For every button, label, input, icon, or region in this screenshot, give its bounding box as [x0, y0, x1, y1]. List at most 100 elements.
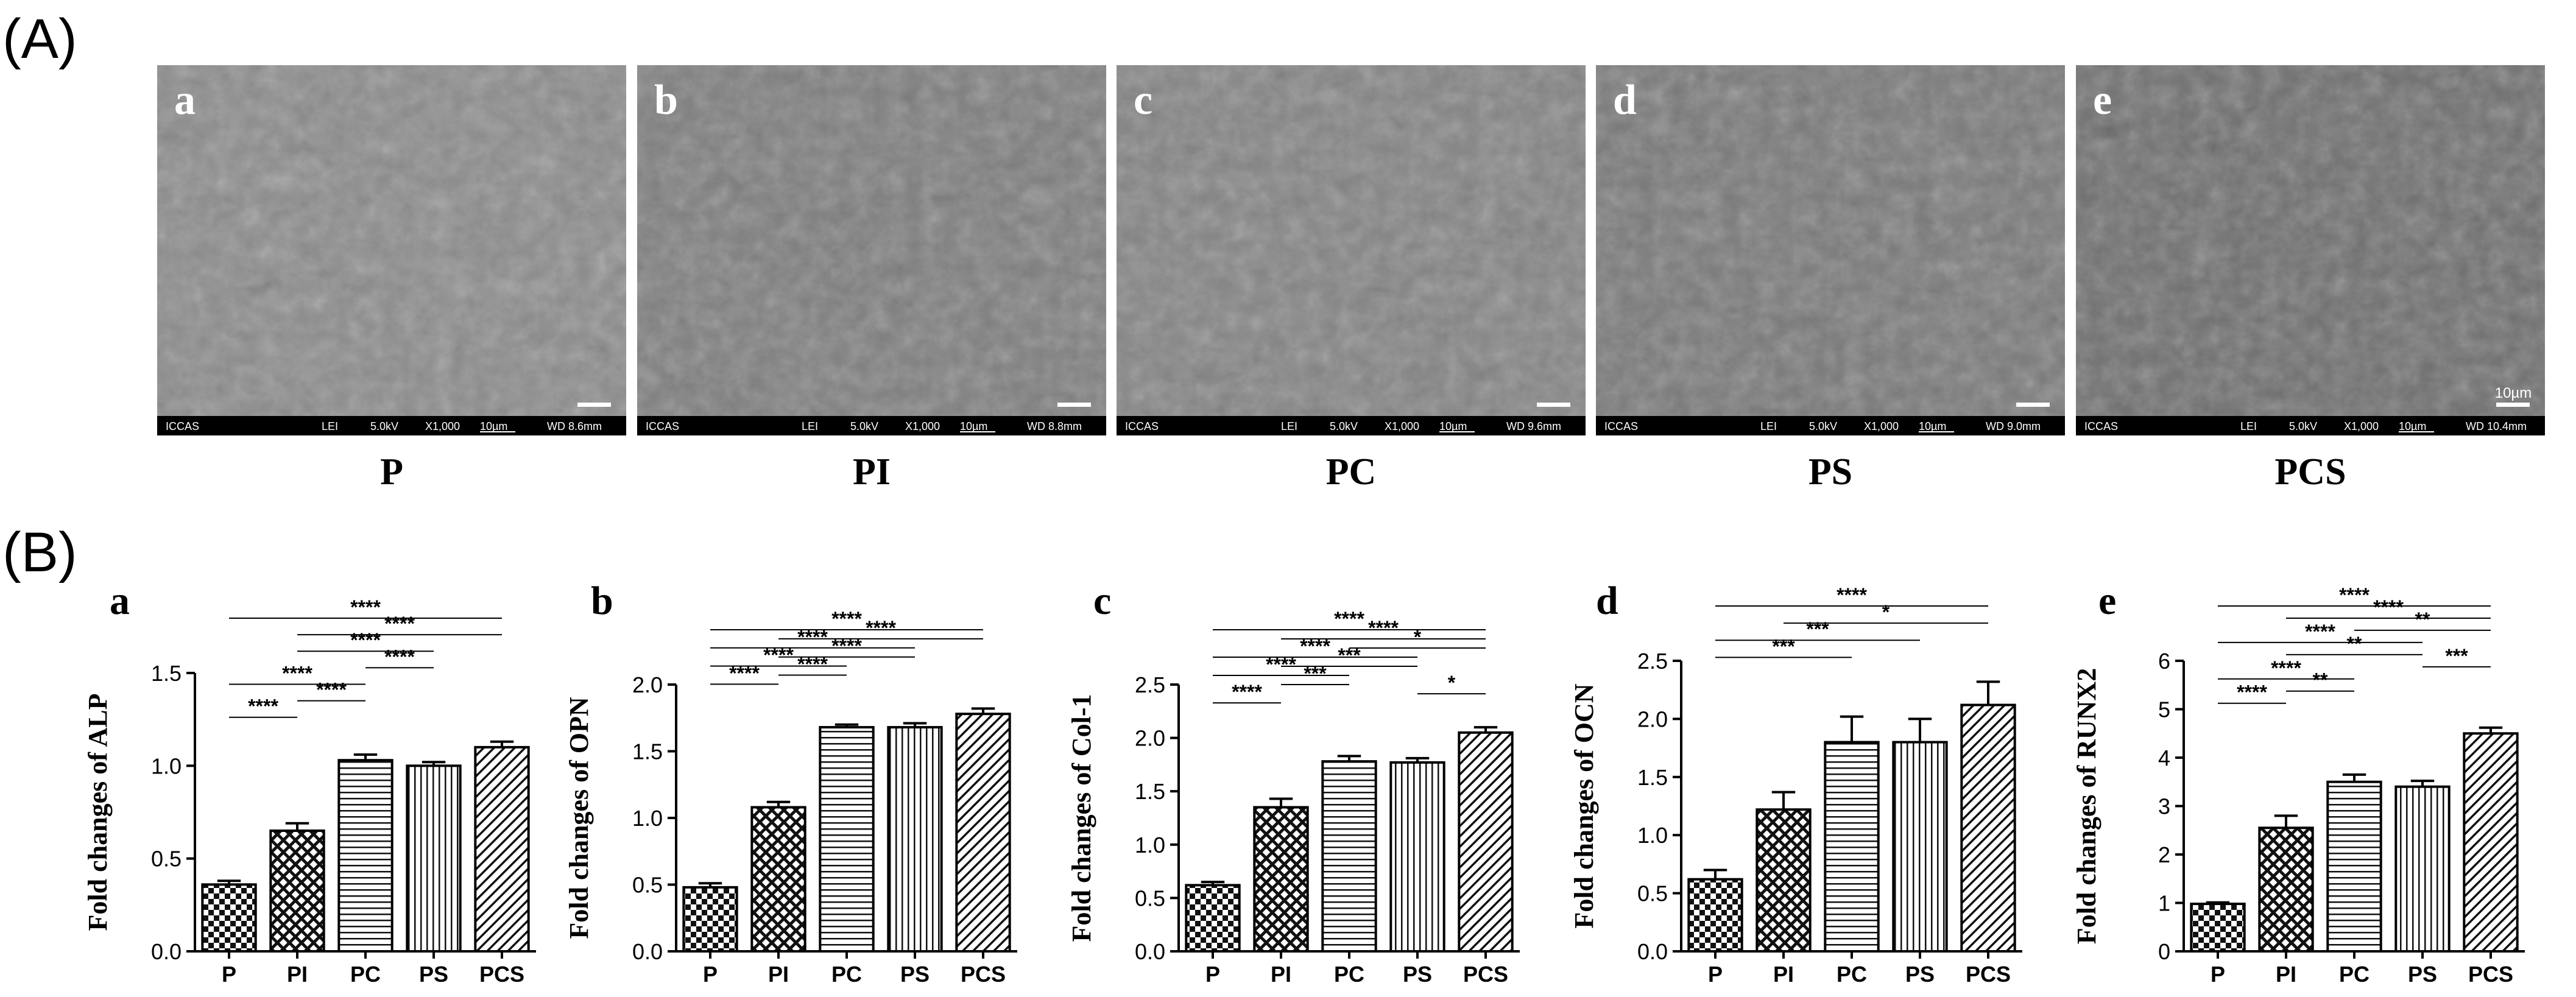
- y-axis-label-d: Fold changes of OCN: [1569, 683, 1599, 928]
- bar-d-PC: [1824, 741, 1880, 953]
- y-tick-label-c-5: 2.5: [1135, 672, 1165, 697]
- bar-d-PI: [1756, 808, 1812, 953]
- sig-label-e-7: **: [2313, 669, 2328, 691]
- y-tick-label-c-4: 2.0: [1135, 726, 1165, 751]
- y-tick-label-b-0: 0.0: [632, 939, 663, 964]
- sem-footer-text-a-2: 5.0kV: [370, 420, 398, 432]
- bar-chart-row: a Fold changes of ALP 0.0 0.5 1.0 1.5 P PI PC PS P…: [83, 579, 2525, 987]
- bar-a-PC: [337, 759, 393, 953]
- sem-footer-b: [637, 416, 1106, 435]
- sem-footer-d: [1596, 416, 2065, 435]
- bar-e-PI: [2258, 826, 2314, 953]
- sem-caption-b: PI: [853, 451, 891, 493]
- sem-caption-e: PCS: [2274, 451, 2346, 493]
- bar-a-P: [201, 883, 257, 953]
- y-tick-label-a-0: 0.0: [151, 939, 182, 964]
- sem-footer-text-b-1: LEI: [802, 420, 818, 432]
- chart-letter-a: a: [110, 579, 130, 623]
- sem-caption-c: PC: [1326, 451, 1377, 493]
- sem-pores-c: [1117, 65, 1586, 435]
- sem-letter-d: d: [1613, 77, 1637, 124]
- y-tick-label-e-5: 5: [2158, 697, 2170, 722]
- x-tick-label-b-PCS: PCS: [961, 962, 1006, 987]
- bar-c-PI: [1253, 806, 1309, 953]
- sem-footer-text-e-2: 5.0kV: [2289, 420, 2317, 432]
- sem-footer-text-d-4: 10µm: [1919, 420, 1946, 432]
- sig-label-d-1: *: [1882, 601, 1890, 623]
- sem-footer-text-e-5: WD 10.4mm: [2466, 420, 2527, 432]
- sem-footer-text-d-0: ICCAS: [1604, 420, 1638, 432]
- bar-e-P: [2190, 903, 2246, 953]
- x-tick-label-a-PC: PC: [350, 962, 381, 987]
- sig-label-b-4: ****: [763, 644, 794, 666]
- y-tick-label-a-2: 1.0: [151, 753, 182, 778]
- sig-label-e-5: ***: [2445, 645, 2468, 667]
- sem-pores-a: [157, 65, 626, 435]
- bar-a-PS: [406, 764, 462, 953]
- x-tick-label-b-PC: PC: [831, 962, 862, 987]
- sem-pores-d: [1596, 65, 2065, 435]
- scale-bar-b: [1057, 403, 1091, 407]
- sig-label-c-2: *: [1414, 626, 1422, 648]
- sem-footer-text-d-5: WD 9.0mm: [1986, 420, 2041, 432]
- x-tick-label-a-P: P: [222, 962, 236, 987]
- chart-e: e Fold changes of RUNX2 0 1 2 3 4 5 6 P PI PC PS PCS *…: [2072, 579, 2525, 987]
- sem-caption-a: P: [380, 451, 403, 493]
- sem-footer-text-b-0: ICCAS: [646, 420, 679, 432]
- scale-bar-label-e: 10µm: [2495, 385, 2532, 401]
- sig-label-b-0: ****: [831, 608, 862, 630]
- x-tick-label-d-PS: PS: [1905, 962, 1935, 987]
- sem-pores-b: [637, 65, 1106, 435]
- x-tick-label-b-P: P: [703, 962, 718, 987]
- bar-b-PC: [819, 726, 875, 953]
- chart-letter-e: e: [2098, 579, 2116, 623]
- bar-a-PI: [269, 829, 325, 953]
- sem-footer-text-a-5: WD 8.6mm: [547, 420, 602, 432]
- bar-d-P: [1687, 878, 1743, 953]
- y-tick-label-c-0: 0.0: [1135, 939, 1165, 964]
- sem-footer-c: [1117, 416, 1586, 435]
- sig-label-e-8: ****: [2237, 682, 2267, 703]
- y-tick-label-d-2: 1.0: [1637, 823, 1668, 848]
- sig-label-c-5: ****: [1266, 654, 1296, 675]
- y-tick-label-e-0: 0: [2158, 939, 2170, 964]
- sig-label-b-2: ****: [797, 626, 828, 648]
- sem-footer-text-b-2: 5.0kV: [850, 420, 878, 432]
- x-tick-label-e-P: P: [2211, 962, 2225, 987]
- y-tick-label-b-4: 2.0: [632, 672, 663, 697]
- y-tick-label-d-5: 2.5: [1637, 649, 1668, 674]
- bar-e-PCS: [2463, 732, 2519, 953]
- sem-footer-text-b-5: WD 8.8mm: [1027, 420, 1082, 432]
- sem-footer-text-e-4: 10µm: [2399, 420, 2426, 432]
- sig-label-c-1: ****: [1368, 617, 1399, 639]
- sem-letter-a: a: [174, 77, 196, 124]
- sem-footer-text-a-0: ICCAS: [166, 420, 199, 432]
- bar-b-PCS: [955, 713, 1011, 953]
- scale-bar-d: [2016, 403, 2050, 407]
- sig-label-d-0: ****: [1837, 584, 1867, 606]
- sem-letter-b: b: [654, 77, 678, 124]
- sem-panel-c: c ICCAS LEI 5.0kV X1,000 10µm WD 9.6mm PC: [1117, 65, 1586, 493]
- sem-footer-text-d-2: 5.0kV: [1809, 420, 1837, 432]
- sem-footer-text-c-4: 10µm: [1439, 420, 1467, 432]
- sig-label-a-3: ****: [384, 646, 415, 668]
- sem-panel-d: d ICCAS LEI 5.0kV X1,000 10µm WD 9.0mm PS: [1596, 65, 2065, 493]
- sem-footer-text-b-3: X1,000: [905, 420, 940, 432]
- x-tick-label-e-PC: PC: [2339, 962, 2370, 987]
- bar-b-PI: [750, 806, 806, 953]
- chart-b: b Fold changes of OPN 0.0 0.5 1.0 1.5 2.0 P PI PC…: [564, 579, 1017, 987]
- x-tick-label-c-P: P: [1205, 962, 1220, 987]
- bar-d-PS: [1892, 741, 1948, 953]
- sem-footer-text-e-0: ICCAS: [2084, 420, 2118, 432]
- y-tick-label-b-1: 0.5: [632, 873, 663, 898]
- sig-label-e-6: ****: [2271, 657, 2301, 679]
- sig-label-e-3: ****: [2305, 621, 2335, 643]
- sem-letter-c: c: [1134, 77, 1152, 124]
- y-tick-label-e-1: 1: [2158, 891, 2170, 916]
- chart-a: a Fold changes of ALP 0.0 0.5 1.0 1.5 P PI PC PS P…: [83, 579, 536, 987]
- y-axis-label-b: Fold changes of OPN: [564, 697, 594, 939]
- sem-panel-b: b ICCAS LEI 5.0kV X1,000 10µm WD 8.8mm PI: [637, 65, 1106, 493]
- chart-letter-b: b: [591, 579, 613, 623]
- chart-d: d Fold changes of OCN 0.0 0.5 1.0 1.5 2.0 2.5 P P…: [1569, 579, 2022, 987]
